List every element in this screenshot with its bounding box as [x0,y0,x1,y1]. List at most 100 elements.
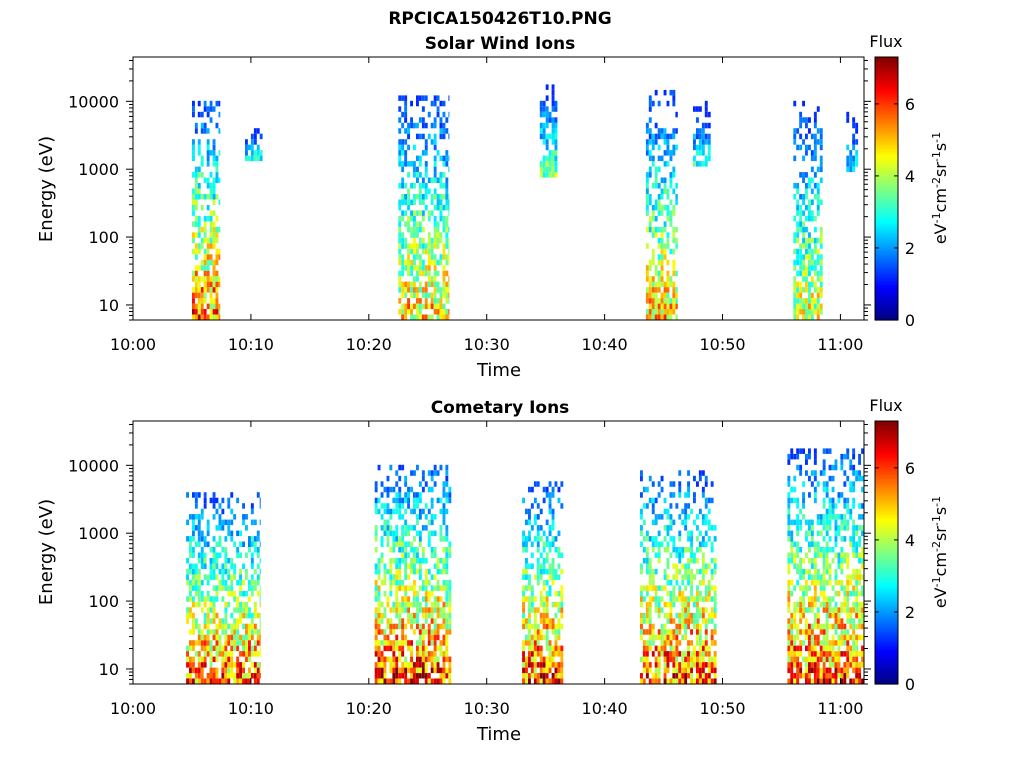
flux-cell [825,612,829,619]
flux-cell [413,183,416,189]
flux-cell [445,481,449,487]
flux-cell [666,259,670,266]
flux-cell [407,486,410,493]
flux-cell [810,265,814,271]
flux-cell [542,486,546,493]
flux-cell [248,645,251,652]
flux-cell [687,656,690,663]
colorbar-segment [875,135,898,139]
flux-cell [218,651,222,657]
flux-cell [212,287,216,293]
flux-cell [436,568,440,575]
flux-cell [398,221,402,227]
colorbar-segment [875,442,898,446]
flux-cell [545,558,549,564]
flux-cell [536,558,540,564]
flux-cell [808,117,811,123]
flux-cell [250,623,254,630]
flux-cell [421,248,425,255]
flux-cell [192,612,195,619]
flux-cell [675,640,679,646]
flux-cell [439,232,443,238]
flux-cell [442,309,446,315]
flux-cell [560,673,564,679]
flux-cell [805,309,808,315]
flux-cell [212,629,216,635]
flux-cell [852,590,856,597]
flux-cell [533,634,537,641]
flux-cell [525,541,528,547]
flux-cell [436,309,440,315]
flux-cell [203,596,207,602]
flux-cell [197,585,201,591]
flux-cell [224,612,228,619]
flux-cell [209,259,213,266]
flux-cell [855,640,859,646]
flux-cell [822,503,826,509]
flux-cell [542,667,546,674]
flux-cell [410,640,413,646]
flux-cell [439,508,443,515]
panel-cometary: Cometary Ions 10:00 10:10 10:20 10:30 10:40 1… [36,396,950,745]
flux-cell [710,547,714,553]
flux-cell [855,530,859,537]
flux-cell [398,281,402,288]
colorbar-segment [875,653,898,657]
flux-cell [802,254,805,260]
flux-cell [433,585,437,591]
flux-cell [203,645,207,652]
flux-cell [840,579,844,586]
flux-cell [796,226,800,233]
flux-cell [206,612,210,619]
flux-cell [852,117,856,123]
flux-cell [810,656,814,663]
flux-cell [657,481,661,487]
flux-cell [560,590,564,597]
flux-cell [230,579,234,586]
flux-cell [790,634,794,641]
flux-cell [380,651,384,657]
flux-cell [212,106,216,112]
flux-cell [840,536,844,542]
flux-cell [545,133,549,140]
flux-cell [698,568,702,575]
flux-cell [383,530,387,537]
flux-cell [418,254,422,260]
flux-cell [846,117,850,123]
flux-cell [693,601,696,608]
flux-cell [413,552,416,558]
flux-cell [657,667,661,674]
flux-cell [690,678,693,684]
flux-cell [805,607,808,613]
flux-cell [852,547,856,553]
flux-cell [819,287,823,293]
flux-cell [410,563,413,569]
colorbar-segment [875,179,898,183]
flux-cell [430,667,434,674]
flux-cell [713,590,717,597]
flux-cell [445,579,449,586]
flux-cell [648,640,652,646]
flux-cell [189,667,192,674]
colorbar-segment [875,616,898,619]
flux-cell [793,314,797,320]
flux-cell [825,558,829,564]
flux-cell [218,199,221,205]
flux-cell [825,486,829,493]
flux-cell [401,111,405,118]
flux-cell [542,106,546,112]
flux-cell [442,563,446,569]
flux-cell [245,645,248,652]
flux-cell [224,651,228,657]
flux-cell [645,177,649,183]
flux-cell [253,678,257,684]
flux-cell [401,541,405,547]
flux-cell [687,514,690,520]
flux-cell [418,188,422,194]
flux-cell [398,601,402,608]
flux-cell [672,667,676,674]
flux-cell [805,459,808,465]
flux-cell [416,645,419,652]
flux-cell [404,314,408,320]
flux-cell [799,117,803,123]
